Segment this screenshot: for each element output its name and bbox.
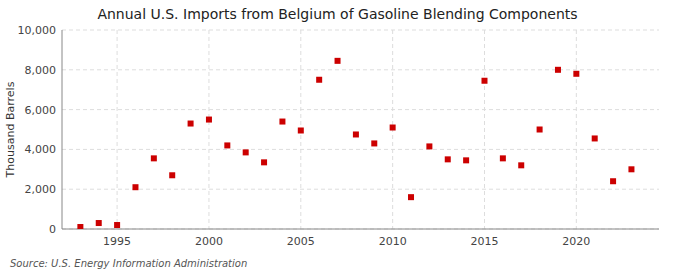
point (390, 125, 396, 131)
point (188, 121, 194, 127)
point (298, 127, 304, 133)
x-tick-label: 2010 (379, 235, 407, 248)
point (316, 77, 322, 83)
x-tick-label: 1995 (103, 235, 131, 248)
x-tick-label: 2000 (195, 235, 223, 248)
point (592, 135, 598, 141)
y-tick-label: 10,000 (18, 24, 57, 37)
marks (77, 58, 634, 229)
point (445, 156, 451, 162)
y-grid-line (62, 229, 659, 230)
point (500, 155, 506, 161)
point (463, 157, 469, 163)
point (224, 142, 230, 148)
x-grid-line (576, 30, 577, 229)
point (132, 184, 138, 190)
point (573, 71, 579, 77)
page: {"chart_data": {"type": "scatter", "titl… (0, 0, 675, 275)
point (279, 119, 285, 125)
point (371, 140, 377, 146)
y-axis-label: Thousand Barrels (4, 81, 17, 178)
x-grid-line (117, 30, 118, 229)
y-axis-line (62, 30, 63, 229)
point (408, 194, 414, 200)
point (335, 58, 341, 64)
point (151, 155, 157, 161)
x-grid-line (208, 30, 209, 229)
x-grid-line (484, 30, 485, 229)
source-note: Source: U.S. Energy Information Administ… (10, 258, 247, 269)
point (518, 162, 524, 168)
point (555, 67, 561, 73)
point (169, 172, 175, 178)
x-axis-line (62, 229, 659, 230)
point (243, 149, 249, 155)
title: Annual U.S. Imports from Belgium of Gaso… (97, 6, 577, 22)
y-tick-label: 6,000 (25, 104, 57, 117)
point (261, 159, 267, 165)
y-grid-line (62, 189, 659, 190)
point (96, 220, 102, 226)
point (537, 127, 543, 133)
point (628, 166, 634, 172)
y-grid-line (62, 149, 659, 150)
y-tick-label: 4,000 (25, 143, 57, 156)
point (206, 117, 212, 123)
grid (62, 30, 659, 229)
chart: 0 2,000 4,000 6,000 8,000 10,000 1995 2000 2005 2… (0, 0, 675, 275)
point (426, 143, 432, 149)
x-tick-label: 2020 (562, 235, 590, 248)
axes: 0 2,000 4,000 6,000 8,000 10,000 1995 2000 2005 2… (18, 24, 660, 248)
y-tick-label: 0 (49, 223, 56, 236)
point (610, 178, 616, 184)
point (114, 222, 120, 228)
y-grid-line (62, 30, 659, 31)
point (77, 224, 83, 229)
point (481, 78, 487, 84)
x-tick-label: 2005 (287, 235, 315, 248)
y-tick-label: 8,000 (25, 64, 57, 77)
y-grid-line (62, 69, 659, 70)
y-grid-line (62, 109, 659, 110)
point (353, 131, 359, 137)
y-tick-label: 2,000 (25, 183, 57, 196)
x-tick-label: 2015 (470, 235, 498, 248)
